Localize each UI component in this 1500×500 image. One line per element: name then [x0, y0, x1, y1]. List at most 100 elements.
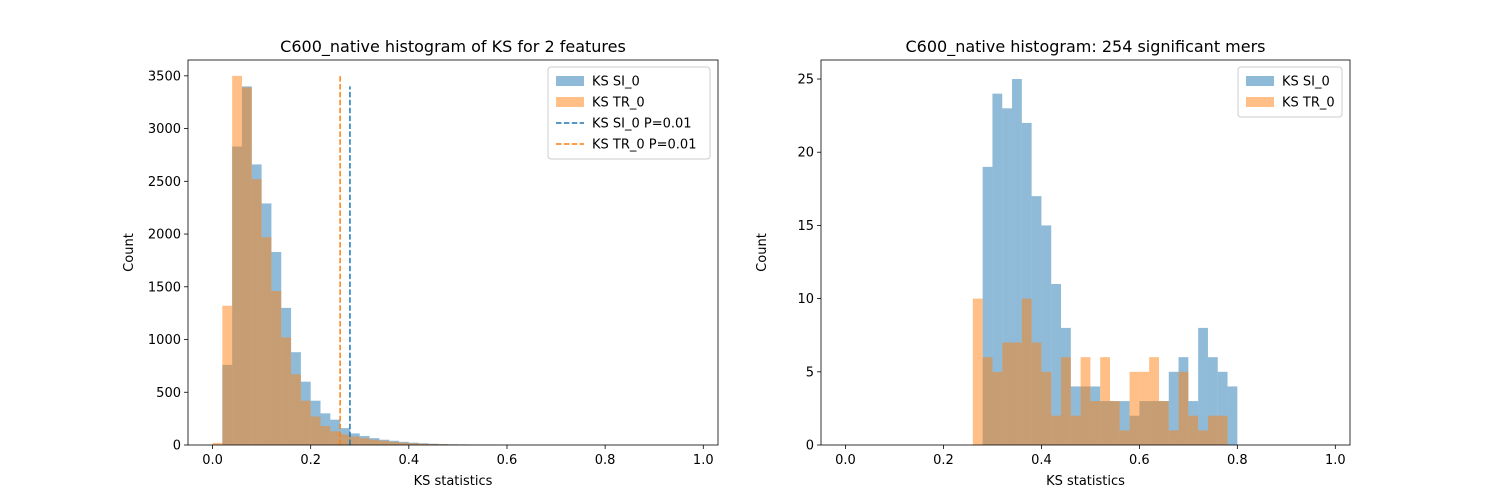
- left-chart-x-tick-label-1: 0.2: [300, 453, 321, 468]
- right-chart-bar-series1-bin16: [1129, 371, 1140, 445]
- right-chart-bar-series1-bin18: [1149, 357, 1159, 445]
- right-chart-x-tick-label-0: 0.0: [835, 453, 856, 468]
- right-chart-legend-swatch-1: [1246, 97, 1274, 107]
- right-chart-bar-series1-bin11: [1080, 357, 1091, 445]
- left-chart-bar-series1-bin14: [349, 436, 360, 445]
- left-chart-bar-series1-bin18: [389, 441, 400, 445]
- right-chart-bar-series1-bin21: [1178, 371, 1189, 445]
- left-chart-bar-series1-bin19: [399, 442, 409, 445]
- left-chart-title: C600_native histogram of KS for 2 featur…: [280, 37, 626, 57]
- right-chart-bar-series1-bin7: [1041, 371, 1052, 445]
- right-chart-bar-series1-bin9: [1061, 357, 1071, 445]
- left-chart-y-tick-label-1: 500: [156, 386, 181, 401]
- left-chart-bar-series1-bin9: [300, 400, 311, 445]
- right-chart-legend-label-0: KS SI_0: [1282, 75, 1330, 90]
- left-chart-bar-series1-bin22: [428, 444, 439, 445]
- right-chart-title: C600_native histogram: 254 significant m…: [905, 37, 1265, 57]
- left-chart-bar-series1-bin0: [212, 442, 223, 445]
- right-chart-axes-frame: [820, 59, 1351, 446]
- right-chart-bar-series1-bin24: [1207, 415, 1218, 445]
- right-chart-bar-series0-bin4: [1012, 79, 1022, 445]
- left-chart-bar-series1-bin20: [408, 443, 419, 445]
- left-chart-bar-series1-bin15: [359, 438, 370, 445]
- right-chart-bar-series1-bin22: [1188, 415, 1199, 445]
- left-chart-y-tick-label-6: 3000: [148, 122, 181, 137]
- left-chart-x-tick-label-2: 0.4: [398, 453, 419, 468]
- left-chart-y-tick-label-0: 0: [173, 439, 181, 454]
- left-chart-y-tick-label-3: 1500: [148, 280, 181, 295]
- right-chart-bars: [972, 79, 1238, 446]
- right-chart-bar-series0-bin23: [1198, 327, 1208, 445]
- left-chart-bar-series1-bin10: [310, 416, 321, 445]
- left-chart-legend: KS SI_0 KS TR_0 KS SI_0 P=0.01 KS TR_0 P=0.…: [547, 66, 711, 160]
- left-chart-bar-series1-bin16: [369, 439, 380, 445]
- left-chart-bar-series1-bin11: [320, 426, 331, 445]
- left-chart-y-axis-label: Count: [122, 233, 137, 272]
- right-chart-bar-series0-bin8: [1051, 283, 1062, 445]
- left-chart-legend-label-3: KS TR_0 P=0.01: [592, 138, 696, 153]
- right-chart-ticks: 0.0 0.2 0.4 0.6 0.8 1.0 0 5 10 15 20 25: [797, 73, 1345, 468]
- left-chart-legend-label-0: KS SI_0: [592, 75, 640, 90]
- right-chart-bar-series0-bin25: [1217, 371, 1228, 445]
- right-chart-legend: KS SI_0 KS TR_0: [1237, 66, 1343, 118]
- right-chart-bar-series1-bin5: [1021, 298, 1032, 445]
- right-chart-bar-series0-bin24: [1207, 357, 1218, 445]
- left-chart-legend-swatch-1: [556, 97, 584, 107]
- right-chart-y-tick-label-5: 25: [797, 73, 814, 88]
- left-chart-bar-series1-bin4: [251, 179, 262, 445]
- left-chart-x-tick-label-0: 0.0: [202, 453, 223, 468]
- left-chart-y-tick-label-7: 3500: [148, 69, 181, 84]
- right-chart-bar-series1-bin12: [1090, 401, 1101, 445]
- left-chart-bar-series1-bin13: [340, 434, 350, 445]
- right-chart-bar-series1-bin20: [1168, 430, 1179, 445]
- right-chart-y-axis-label: Count: [755, 233, 770, 272]
- left-chart-ticks: 0.0 0.2 0.4 0.6 0.8 1.0 0 500 1000 1500 2000 2500 30…: [148, 69, 714, 468]
- left-chart-x-tick-label-4: 0.8: [595, 453, 616, 468]
- left-chart-bar-series1-bin2: [232, 75, 242, 445]
- left-chart-legend-frame: [547, 66, 711, 160]
- left-chart: 0.0 0.2 0.4 0.6 0.8 1.0 0 500 1000 1500 2000 2500 30…: [122, 37, 719, 489]
- right-chart-bar-series0-bin5: [1021, 122, 1032, 445]
- left-chart-y-tick-label-2: 1000: [148, 333, 181, 348]
- left-chart-y-tick-label-5: 2500: [148, 175, 181, 190]
- right-chart-y-tick-label-3: 15: [797, 219, 814, 234]
- right-chart-bar-series0-bin15: [1119, 401, 1130, 445]
- right-chart-bar-series1-bin15: [1119, 430, 1130, 445]
- left-chart-threshold-lines: [339, 75, 351, 445]
- left-chart-legend-label-1: KS TR_0: [592, 96, 645, 111]
- right-chart-bar-series0-bin3: [1002, 108, 1013, 445]
- right-chart-bar-series0-bin1: [982, 166, 993, 446]
- right-chart-legend-swatch-0: [1246, 76, 1274, 86]
- left-chart-bar-series1-bin5: [261, 237, 272, 445]
- right-chart: 0.0 0.2 0.4 0.6 0.8 1.0 0 5 10 15 20 25 C600_native…: [755, 37, 1351, 489]
- right-chart-bar-series1-bin14: [1109, 401, 1120, 445]
- left-chart-bar-series1-bin12: [330, 431, 341, 445]
- right-chart-y-tick-label-4: 20: [797, 146, 814, 161]
- right-chart-bar-series1-bin10: [1070, 415, 1081, 445]
- right-chart-y-tick-label-0: 0: [806, 439, 814, 454]
- left-chart-bar-series1-bin6: [271, 291, 282, 445]
- right-chart-bar-series1-bin4: [1012, 342, 1022, 445]
- right-chart-bar-series1-bin3: [1002, 342, 1013, 445]
- right-chart-bar-series1-bin19: [1158, 401, 1169, 445]
- right-chart-y-tick-label-1: 5: [806, 365, 814, 380]
- left-chart-bar-series1-bin21: [418, 443, 429, 445]
- right-chart-bar-series0-bin20: [1168, 371, 1179, 445]
- right-chart-bar-series0-bin7: [1041, 225, 1052, 445]
- right-chart-x-tick-label-3: 0.6: [1129, 453, 1150, 468]
- right-chart-bar-series1-bin8: [1051, 415, 1062, 445]
- right-chart-bar-series0-bin6: [1031, 196, 1042, 445]
- right-chart-bar-series1-bin6: [1031, 342, 1042, 445]
- right-chart-legend-label-1: KS TR_0: [1282, 96, 1335, 111]
- right-chart-bar-series0-bin26: [1227, 386, 1238, 445]
- right-chart-y-tick-label-2: 10: [797, 292, 814, 307]
- left-chart-x-axis-label: KS statistics: [414, 474, 493, 489]
- right-chart-bar-series1-bin13: [1100, 357, 1110, 445]
- right-chart-bar-series1-bin2: [992, 371, 1003, 445]
- right-chart-bar-series1-bin25: [1217, 415, 1228, 445]
- right-chart-bar-series0-bin2: [992, 93, 1003, 446]
- left-chart-bar-series1-bin7: [281, 337, 292, 445]
- right-chart-bar-series1-bin23: [1198, 430, 1208, 445]
- left-chart-x-tick-label-5: 1.0: [693, 453, 714, 468]
